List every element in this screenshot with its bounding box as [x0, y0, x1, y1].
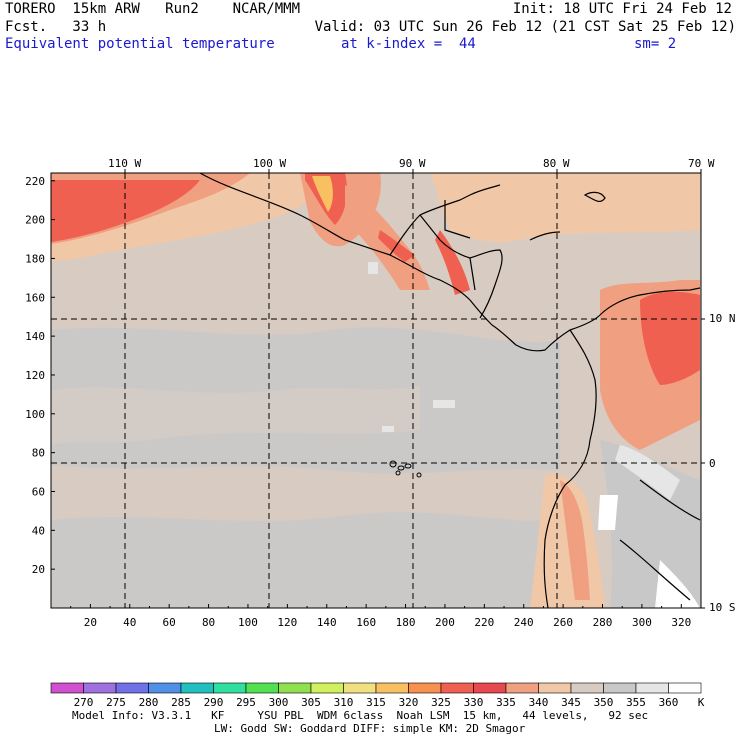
y-tick-label: 20: [32, 563, 45, 576]
colorbar-swatch: [375, 682, 409, 694]
colorbar-swatch: [505, 682, 539, 694]
x-tick-label: 240: [514, 616, 534, 629]
colorbar-swatch: [538, 682, 572, 694]
colorbar-swatch: [408, 682, 442, 694]
lat-label-10n: 10 N: [709, 312, 736, 325]
colorbar-swatch: [50, 682, 84, 694]
colorbar-swatch: [148, 682, 182, 694]
colorbar-swatch: [570, 682, 604, 694]
x-tick-label: 60: [163, 616, 176, 629]
colorbar-swatch: [180, 682, 214, 694]
y-tick-label: 200: [25, 214, 45, 227]
colorbar-swatch: [635, 682, 669, 694]
lat-label-0: 0: [709, 457, 716, 470]
lon-label-80w: 80 W: [543, 157, 570, 170]
x-axis: 20 40 60 80 100 120 140 160 180 200 220 240 260 280 30…: [70, 604, 691, 629]
colorbar-swatch: [115, 682, 149, 694]
colorbar-label: 330: [464, 696, 484, 709]
level-info: at k-index = 44: [341, 36, 476, 52]
smoothing-info: sm= 2: [634, 36, 677, 52]
colorbar-swatch: [603, 682, 637, 694]
colorbar-label: 325: [431, 696, 451, 709]
lon-label-90w: 90 W: [399, 157, 426, 170]
y-tick-label: 100: [25, 408, 45, 421]
x-tick-label: 20: [84, 616, 97, 629]
lat-lon-grid: [51, 173, 701, 608]
colorbar-label: 335: [496, 696, 516, 709]
forecast-hour: Fcst. 33 h: [5, 19, 107, 35]
colorbar-label: 285: [171, 696, 191, 709]
lon-label-100w: 100 W: [253, 157, 287, 170]
colorbar-label: 360: [659, 696, 679, 709]
colorbar-swatch: [473, 682, 507, 694]
y-tick-label: 80: [32, 447, 45, 460]
colorbar-label: 270: [74, 696, 94, 709]
x-tick-label: 260: [553, 616, 573, 629]
colorbar-label: 305: [301, 696, 321, 709]
init-time: Init: 18 UTC Fri 24 Feb 12: [512, 1, 732, 17]
model-info-line2: LW: Godd SW: Goddard DIFF: simple KM: 2D…: [214, 722, 526, 735]
map-frame: [50, 172, 702, 609]
colorbar-label: 355: [626, 696, 646, 709]
x-tick-label: 220: [474, 616, 494, 629]
y-tick-label: 40: [32, 524, 45, 537]
y-tick-label: 140: [25, 330, 45, 343]
theta-e-field: [51, 173, 701, 608]
y-tick-label: 120: [25, 369, 45, 382]
colorbar-label: 280: [139, 696, 159, 709]
model-run-title: TORERO 15km ARW Run2 NCAR/MMM: [5, 1, 301, 17]
x-tick-label: 180: [396, 616, 416, 629]
colorbar-swatch: [213, 682, 247, 694]
y-axis: 220 200 180 160 140 120 100 80 60 40 20: [25, 175, 55, 576]
colorbar-unit: K: [698, 696, 705, 709]
y-tick-label: 220: [25, 175, 45, 188]
x-tick-label: 40: [123, 616, 136, 629]
galapagos-islands: [389, 460, 422, 478]
colorbar-label: 345: [561, 696, 581, 709]
x-tick-label: 280: [593, 616, 613, 629]
colorbar-label: 340: [529, 696, 549, 709]
colorbar-swatch: [440, 682, 474, 694]
x-tick-label: 120: [277, 616, 297, 629]
x-tick-label: 200: [435, 616, 455, 629]
y-tick-label: 60: [32, 485, 45, 498]
colorbar-label: 295: [236, 696, 256, 709]
x-tick-label: 320: [671, 616, 691, 629]
colorbar-swatch: [310, 682, 344, 694]
x-tick-label: 80: [202, 616, 215, 629]
colorbar: 270 275 280 285 290 295 300 305 310 315 320 325 330 3…: [50, 682, 705, 709]
coastlines: [199, 172, 701, 609]
colorbar-label: 315: [366, 696, 386, 709]
lon-label-70w: 70 W: [688, 157, 715, 170]
valid-time: Valid: 03 UTC Sun 26 Feb 12 (21 CST Sat …: [314, 19, 736, 35]
colorbar-label: 320: [399, 696, 419, 709]
x-tick-label: 300: [632, 616, 652, 629]
colorbar-swatch: [668, 682, 702, 694]
colorbar-swatch: [343, 682, 377, 694]
y-tick-label: 160: [25, 291, 45, 304]
lon-label-110w: 110 W: [108, 157, 142, 170]
colorbar-label: 275: [106, 696, 126, 709]
x-tick-label: 100: [238, 616, 258, 629]
top-lon-ticks: [124, 169, 705, 609]
colorbar-swatch: [245, 682, 279, 694]
colorbar-swatch: [83, 682, 117, 694]
x-tick-label: 160: [356, 616, 376, 629]
x-tick-label: 140: [317, 616, 337, 629]
model-info-line1: Model Info: V3.3.1 KF YSU PBL WDM 6class…: [72, 709, 649, 722]
colorbar-label: 300: [269, 696, 289, 709]
colorbar-label: 290: [204, 696, 224, 709]
field-name: Equivalent potential temperature: [5, 36, 275, 52]
lat-label-10s: 10 S: [709, 601, 736, 614]
y-tick-label: 180: [25, 252, 45, 265]
colorbar-label: 310: [334, 696, 354, 709]
colorbar-swatch: [278, 682, 312, 694]
colorbar-label: 350: [594, 696, 614, 709]
